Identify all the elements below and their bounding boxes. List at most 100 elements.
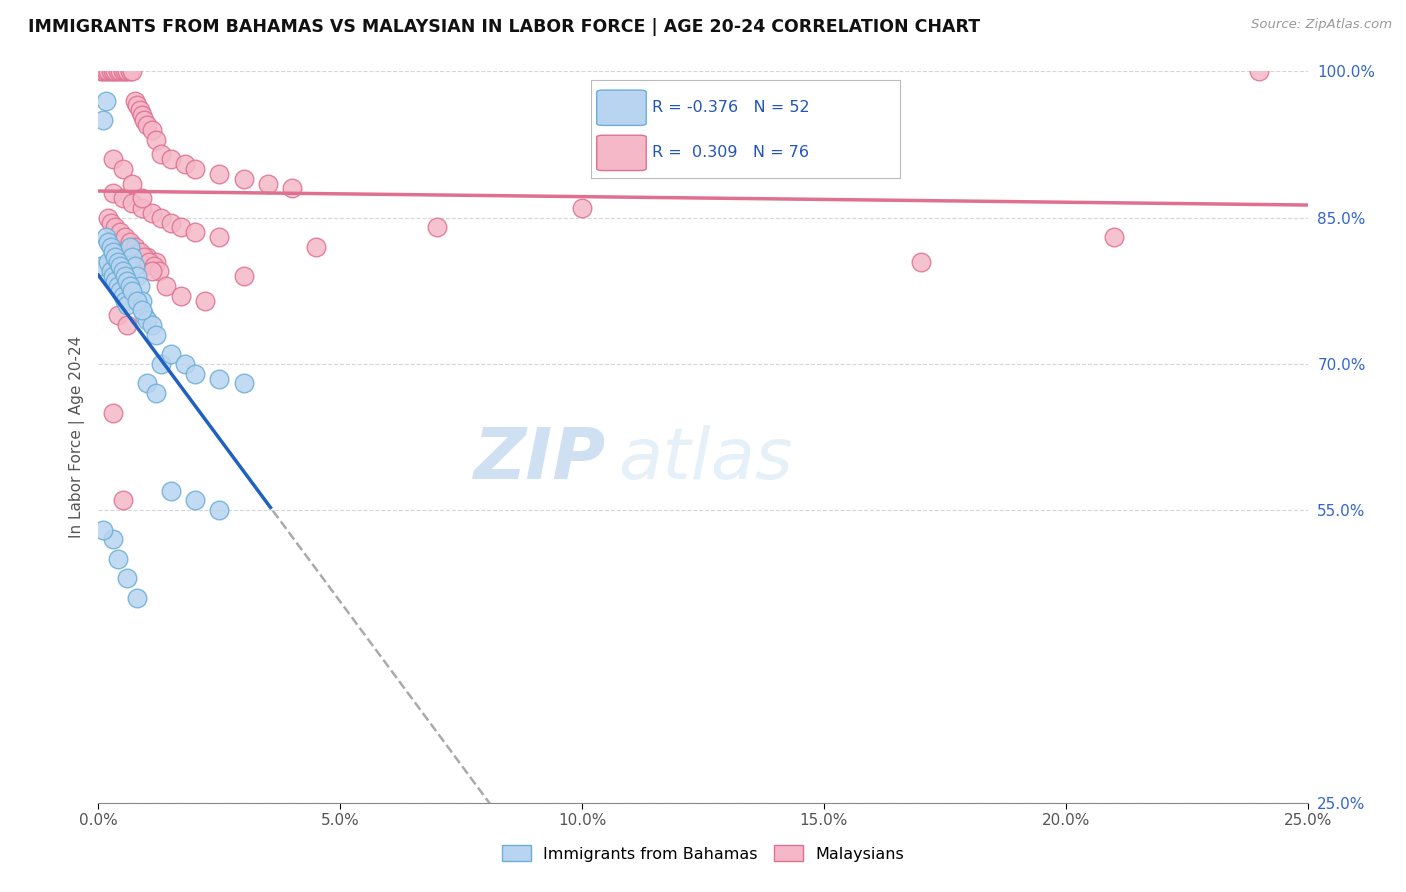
- Point: [111, 264, 134, 278]
- Point: [160, 215, 183, 229]
- Text: ZIP: ZIP: [474, 425, 606, 493]
- Point: [131, 201, 153, 215]
- Point: [127, 591, 149, 605]
- Point: [107, 552, 129, 566]
- Point: [184, 493, 207, 508]
- Point: [141, 123, 163, 137]
- Point: [145, 133, 167, 147]
- Point: [131, 191, 153, 205]
- Point: [145, 327, 167, 342]
- Point: [131, 108, 153, 122]
- Point: [101, 64, 124, 78]
- Point: [101, 186, 124, 201]
- Point: [107, 235, 129, 249]
- Point: [114, 64, 136, 78]
- Point: [97, 254, 120, 268]
- Point: [108, 284, 131, 298]
- Point: [101, 244, 124, 259]
- Point: [97, 211, 120, 225]
- Text: atlas: atlas: [619, 425, 793, 493]
- Point: [134, 308, 156, 322]
- Point: [1102, 230, 1125, 244]
- Point: [107, 279, 129, 293]
- Point: [169, 220, 191, 235]
- Point: [111, 191, 134, 205]
- Point: [134, 113, 156, 128]
- Point: [118, 240, 141, 254]
- Point: [127, 293, 149, 308]
- Point: [232, 376, 254, 391]
- Point: [305, 240, 328, 254]
- Point: [90, 64, 112, 78]
- Text: IMMIGRANTS FROM BAHAMAS VS MALAYSIAN IN LABOR FORCE | AGE 20-24 CORRELATION CHAR: IMMIGRANTS FROM BAHAMAS VS MALAYSIAN IN …: [28, 18, 980, 36]
- Point: [108, 225, 131, 239]
- Point: [128, 244, 150, 259]
- Point: [174, 157, 197, 171]
- Point: [111, 288, 134, 302]
- Point: [160, 483, 183, 498]
- Point: [910, 254, 932, 268]
- Point: [94, 94, 117, 108]
- Point: [100, 215, 122, 229]
- Point: [150, 357, 173, 371]
- Point: [118, 279, 141, 293]
- Point: [107, 254, 129, 268]
- Point: [97, 64, 120, 78]
- Text: Source: ZipAtlas.com: Source: ZipAtlas.com: [1251, 18, 1392, 31]
- Point: [141, 264, 163, 278]
- Point: [117, 240, 139, 254]
- Point: [114, 269, 136, 284]
- Point: [135, 118, 157, 132]
- Point: [91, 64, 114, 78]
- Point: [426, 220, 449, 235]
- Point: [174, 357, 197, 371]
- Point: [117, 572, 139, 586]
- Point: [281, 181, 304, 195]
- Point: [135, 376, 157, 391]
- Point: [150, 211, 173, 225]
- Point: [148, 264, 170, 278]
- Point: [117, 318, 139, 332]
- Point: [114, 293, 136, 308]
- Point: [117, 64, 139, 78]
- Point: [571, 201, 593, 215]
- Point: [131, 303, 153, 318]
- Point: [184, 367, 207, 381]
- FancyBboxPatch shape: [596, 90, 647, 126]
- Point: [108, 64, 131, 78]
- Point: [94, 64, 117, 78]
- Point: [101, 533, 124, 547]
- Point: [127, 98, 149, 112]
- Point: [208, 230, 231, 244]
- Text: R = -0.376   N = 52: R = -0.376 N = 52: [652, 100, 810, 115]
- Point: [121, 250, 143, 264]
- Point: [101, 269, 124, 284]
- Point: [91, 523, 114, 537]
- Point: [100, 264, 122, 278]
- Point: [194, 293, 217, 308]
- Legend: Immigrants from Bahamas, Malaysians: Immigrants from Bahamas, Malaysians: [495, 838, 911, 868]
- Point: [184, 161, 207, 176]
- Point: [127, 244, 149, 259]
- Point: [232, 171, 254, 186]
- Point: [97, 235, 120, 249]
- Point: [104, 64, 127, 78]
- Point: [117, 274, 139, 288]
- Point: [111, 493, 134, 508]
- Point: [134, 250, 156, 264]
- Point: [208, 167, 231, 181]
- Point: [135, 250, 157, 264]
- Point: [104, 220, 127, 235]
- Point: [91, 113, 114, 128]
- Point: [121, 177, 143, 191]
- Point: [143, 260, 166, 274]
- Point: [128, 103, 150, 118]
- Point: [107, 308, 129, 322]
- Point: [208, 371, 231, 385]
- Point: [117, 298, 139, 312]
- Point: [128, 279, 150, 293]
- Point: [118, 235, 141, 249]
- Point: [108, 260, 131, 274]
- FancyBboxPatch shape: [596, 136, 647, 170]
- Point: [101, 152, 124, 166]
